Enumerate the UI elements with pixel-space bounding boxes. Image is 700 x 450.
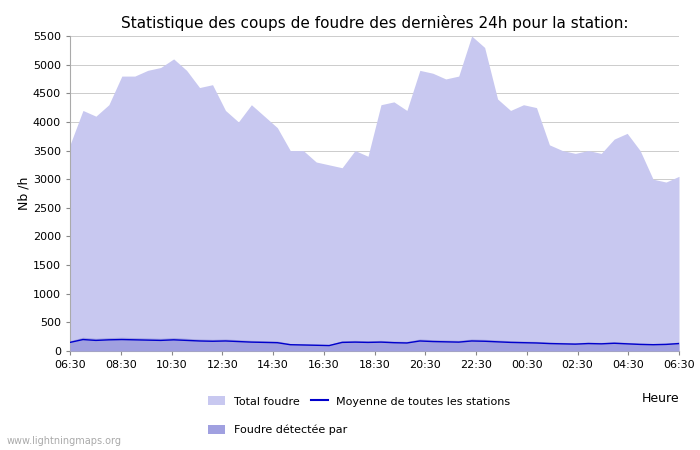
Title: Statistique des coups de foudre des dernières 24h pour la station:: Statistique des coups de foudre des dern… — [120, 15, 629, 31]
Text: Heure: Heure — [641, 392, 679, 405]
Text: www.lightningmaps.org: www.lightningmaps.org — [7, 436, 122, 446]
Y-axis label: Nb /h: Nb /h — [17, 177, 30, 210]
Legend: Foudre détectée par: Foudre détectée par — [204, 420, 351, 440]
